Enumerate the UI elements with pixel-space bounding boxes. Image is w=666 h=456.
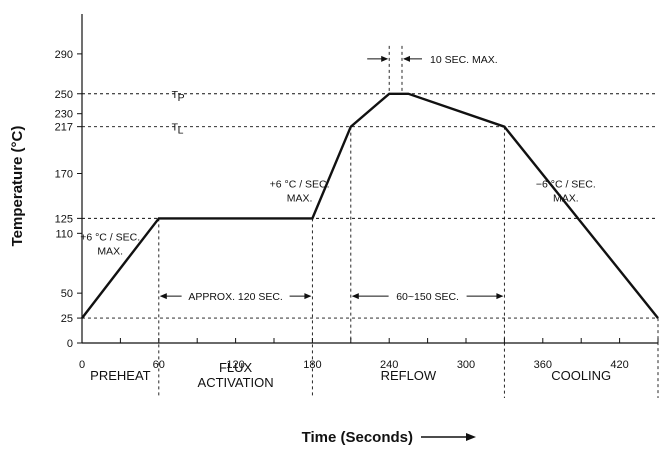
- level-label-sub: L: [178, 125, 184, 137]
- rate-annotation-line: +6 °C / SEC.: [80, 231, 140, 243]
- y-tick-label-230: 230: [55, 109, 73, 121]
- rate-annotation-line: +6 °C / SEC.: [270, 178, 330, 190]
- duration-annotation-2: 60~150 SEC.: [351, 291, 504, 303]
- peak-time-label: 10 SEC. MAX.: [430, 54, 498, 66]
- x-tick-label-240: 240: [380, 359, 398, 371]
- x-tick-label-0: 0: [79, 359, 85, 371]
- y-tick-label-0: 0: [67, 338, 73, 350]
- level-label-main: T: [172, 122, 179, 134]
- level-label-main: T: [172, 89, 179, 101]
- duration-arrowhead-left: [351, 293, 359, 300]
- peak-time-arrowhead-left: [381, 55, 389, 62]
- gridlines: [82, 93, 658, 319]
- y-tick-label-170: 170: [55, 169, 73, 181]
- duration-arrowhead-left: [159, 293, 167, 300]
- level-label-sub: P: [178, 92, 185, 104]
- phase-label-line: COOLING: [551, 368, 611, 383]
- duration-label: 60~150 SEC.: [396, 291, 459, 303]
- phase-label-1: PREHEAT: [90, 368, 150, 383]
- x-tick-label-300: 300: [457, 359, 475, 371]
- phase-label-line: FLUX: [219, 360, 253, 375]
- y-axis-title: Temperature (°C): [9, 126, 26, 247]
- x-axis-title-arrowhead: [466, 433, 476, 441]
- duration-annotation-1: APPROX. 120 SEC.: [159, 291, 312, 303]
- rate-annotation-line: MAX.: [97, 245, 123, 257]
- phase-label-line: ACTIVATION: [198, 375, 274, 390]
- y-tick-label-217: 217: [55, 122, 73, 134]
- phase-label-3: REFLOW: [381, 368, 437, 383]
- y-tick-label-110: 110: [55, 228, 73, 240]
- y-tick-label-250: 250: [55, 89, 73, 101]
- x-tick-label-120: 120: [226, 359, 244, 371]
- rate-annotation-1: +6 °C / SEC. MAX.: [80, 231, 140, 257]
- phase-label-line: PREHEAT: [90, 368, 150, 383]
- peak-time-arrowhead-right: [403, 55, 410, 62]
- x-axis-title: Time (Seconds): [302, 429, 413, 446]
- phase-label-4: COOLING: [551, 368, 611, 383]
- x-tick-label-60: 60: [153, 359, 165, 371]
- rate-annotation-2: +6 °C / SEC. MAX.: [270, 178, 330, 204]
- duration-arrowhead-right: [304, 293, 312, 300]
- rate-annotation-line: −6 °C / SEC.: [536, 178, 596, 190]
- rate-annotation-line: MAX.: [287, 192, 313, 204]
- y-tick-label-290: 290: [55, 49, 73, 61]
- rate-annotation-3: −6 °C / SEC. MAX.: [536, 178, 596, 204]
- x-tick-label-180: 180: [303, 359, 321, 371]
- y-tick-label-50: 50: [61, 288, 73, 300]
- series-layer: [81, 92, 659, 319]
- duration-label: APPROX. 120 SEC.: [188, 291, 283, 303]
- x-tick-label-360: 360: [534, 359, 552, 371]
- x-tick-label-420: 420: [610, 359, 628, 371]
- phase-label-line: REFLOW: [381, 368, 437, 383]
- duration-arrowhead-right: [496, 293, 504, 300]
- phase-boundaries: [158, 126, 659, 398]
- y-tick-label-125: 125: [55, 213, 73, 225]
- y-tick-label-25: 25: [61, 313, 73, 325]
- rate-annotation-line: MAX.: [553, 192, 579, 204]
- profile-line: [81, 92, 659, 319]
- peak-time-annotation: 10 SEC. MAX.: [367, 45, 498, 94]
